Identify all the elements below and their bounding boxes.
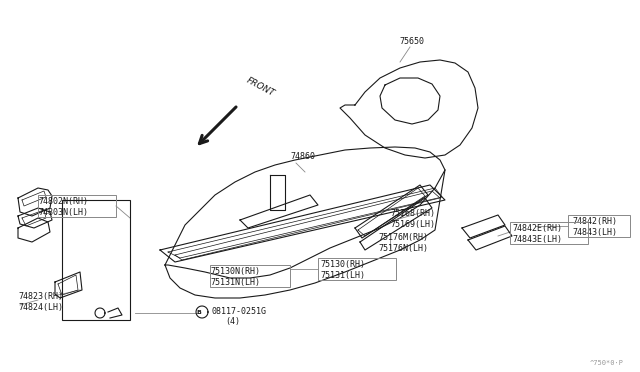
Text: B: B [196,310,202,314]
Bar [318,258,396,280]
Text: 75176N(LH): 75176N(LH) [378,244,428,253]
Text: 75131N(LH): 75131N(LH) [210,278,260,287]
Text: 75168(RH): 75168(RH) [390,209,435,218]
Text: 74843(LH): 74843(LH) [572,228,617,237]
Text: 75130(RH): 75130(RH) [320,260,365,269]
Text: 75130N(RH): 75130N(RH) [210,267,260,276]
Text: FRONT: FRONT [245,76,276,98]
Bar [38,195,116,217]
Text: 74803N(LH): 74803N(LH) [38,208,88,217]
Text: (4): (4) [225,317,240,326]
Bar [510,222,588,244]
Text: 74802N(RH): 74802N(RH) [38,197,88,206]
Text: 74824(LH): 74824(LH) [18,303,63,312]
Text: 74860: 74860 [290,152,315,161]
Text: 75131(LH): 75131(LH) [320,271,365,280]
Text: 74842E(RH): 74842E(RH) [512,224,562,233]
Text: 75169(LH): 75169(LH) [390,220,435,229]
Text: 74843E(LH): 74843E(LH) [512,235,562,244]
Text: 74842(RH): 74842(RH) [572,217,617,226]
Text: 08117-0251G: 08117-0251G [212,307,267,316]
Text: 74823(RH): 74823(RH) [18,292,63,301]
Bar [210,265,290,287]
Text: 75176M(RH): 75176M(RH) [378,233,428,242]
Bar [568,215,630,237]
Text: ^750*0·P: ^750*0·P [590,360,624,366]
Text: 75650: 75650 [399,37,424,46]
Bar [62,200,130,320]
